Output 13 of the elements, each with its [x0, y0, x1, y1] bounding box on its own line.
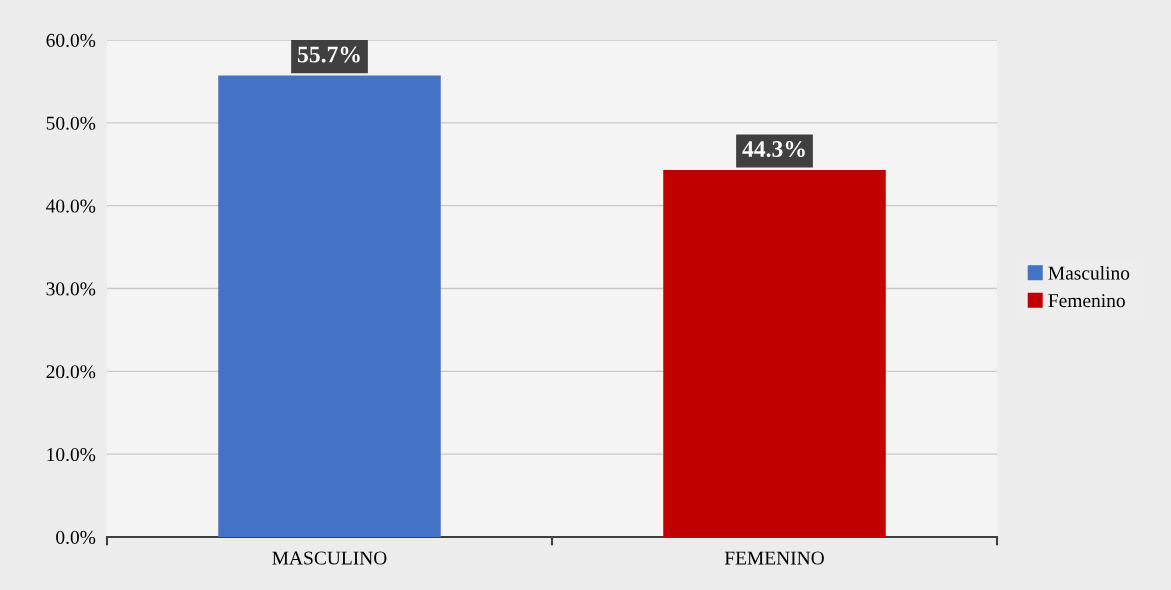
x-tick-label: FEMENINO — [724, 551, 824, 565]
y-tick-label: 30.0% — [46, 282, 96, 296]
legend-label: Femenino — [1048, 294, 1125, 308]
data-label: 44.3% — [742, 140, 805, 158]
y-tick-label: 20.0% — [46, 365, 96, 379]
y-tick-label: 40.0% — [46, 199, 96, 213]
y-tick-label: 50.0% — [46, 116, 96, 130]
x-tick-label: MASCULINO — [272, 551, 387, 565]
data-label: 55.7% — [297, 46, 360, 63]
y-tick-label: 0.0% — [56, 530, 96, 545]
legend-label: Masculino — [1048, 266, 1130, 280]
y-tick-label: 60.0% — [46, 33, 96, 48]
y-tick-label: 10.0% — [47, 447, 96, 462]
